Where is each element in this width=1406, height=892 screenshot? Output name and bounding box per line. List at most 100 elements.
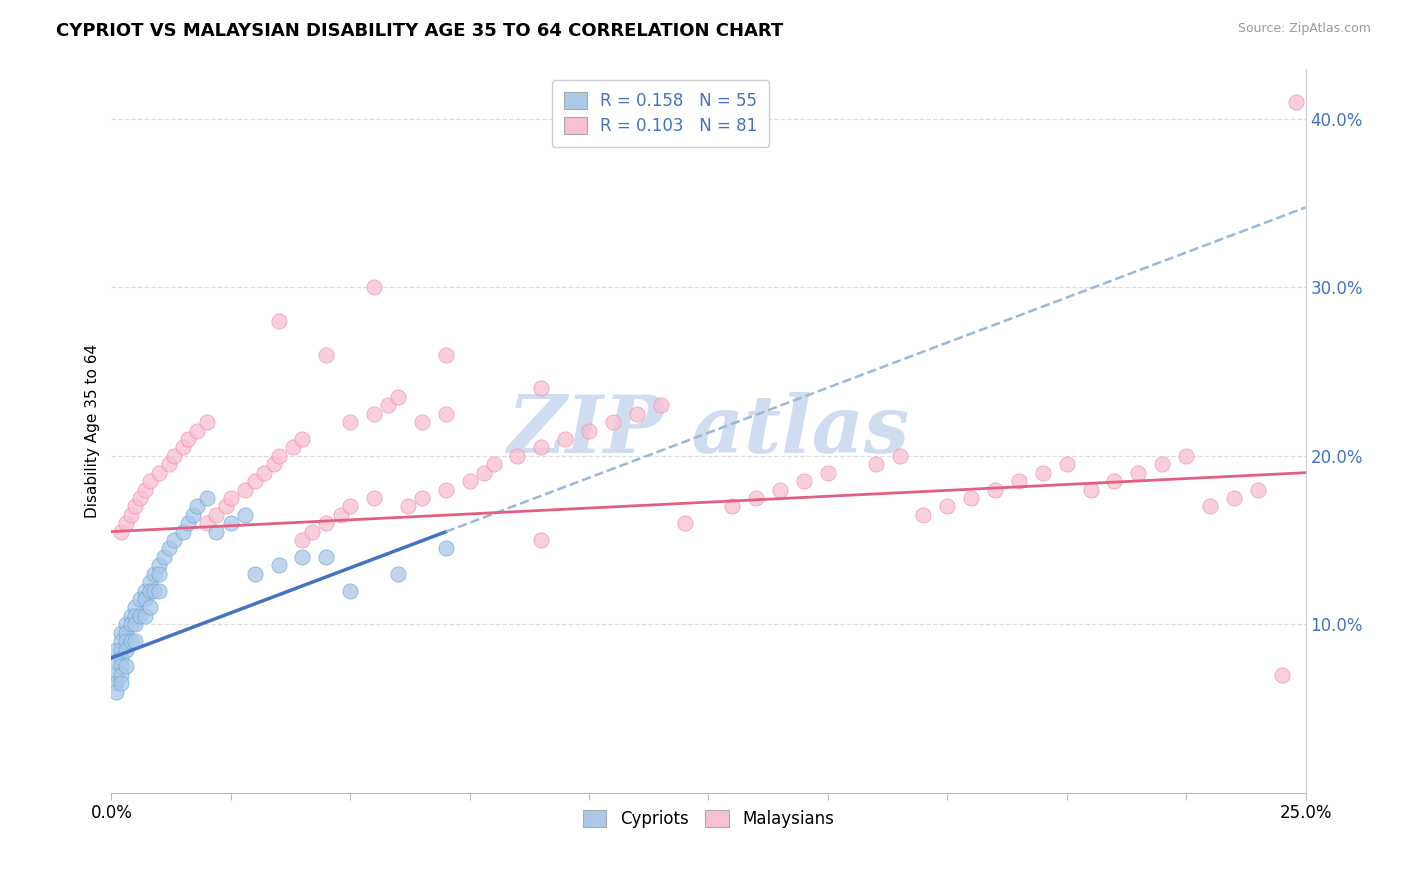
Point bbox=[650, 398, 672, 412]
Point bbox=[219, 516, 242, 531]
Point bbox=[315, 516, 337, 531]
Point bbox=[434, 348, 457, 362]
Point bbox=[124, 617, 146, 632]
Point bbox=[205, 524, 228, 539]
Point bbox=[138, 474, 160, 488]
Point bbox=[817, 466, 839, 480]
Point bbox=[153, 549, 176, 564]
Point bbox=[124, 608, 146, 623]
Point bbox=[120, 617, 142, 632]
Point bbox=[243, 566, 266, 581]
Point bbox=[960, 491, 983, 505]
Point bbox=[205, 508, 228, 522]
Point bbox=[912, 508, 935, 522]
Point bbox=[148, 558, 170, 573]
Point bbox=[1056, 457, 1078, 471]
Point bbox=[124, 500, 146, 514]
Point bbox=[281, 441, 304, 455]
Point bbox=[134, 608, 156, 623]
Point bbox=[114, 634, 136, 648]
Point bbox=[233, 508, 256, 522]
Point bbox=[157, 457, 180, 471]
Point bbox=[143, 583, 166, 598]
Point bbox=[315, 348, 337, 362]
Point bbox=[578, 424, 600, 438]
Point bbox=[434, 407, 457, 421]
Point bbox=[219, 491, 242, 505]
Point bbox=[554, 432, 576, 446]
Point bbox=[120, 634, 142, 648]
Point bbox=[936, 500, 959, 514]
Point bbox=[1271, 667, 1294, 681]
Point bbox=[114, 659, 136, 673]
Point bbox=[120, 508, 142, 522]
Point bbox=[181, 508, 204, 522]
Point bbox=[721, 500, 744, 514]
Point bbox=[114, 516, 136, 531]
Text: CYPRIOT VS MALAYSIAN DISABILITY AGE 35 TO 64 CORRELATION CHART: CYPRIOT VS MALAYSIAN DISABILITY AGE 35 T… bbox=[56, 22, 783, 40]
Point bbox=[865, 457, 887, 471]
Point bbox=[114, 625, 136, 640]
Point bbox=[984, 483, 1007, 497]
Text: ZIP atlas: ZIP atlas bbox=[508, 392, 910, 469]
Point bbox=[110, 634, 132, 648]
Point bbox=[411, 491, 433, 505]
Point bbox=[793, 474, 815, 488]
Point bbox=[148, 466, 170, 480]
Point bbox=[291, 432, 314, 446]
Point bbox=[172, 524, 194, 539]
Point bbox=[530, 441, 553, 455]
Point bbox=[105, 684, 128, 698]
Point bbox=[105, 667, 128, 681]
Point bbox=[233, 483, 256, 497]
Point bbox=[889, 449, 911, 463]
Point bbox=[745, 491, 768, 505]
Point bbox=[148, 583, 170, 598]
Point bbox=[172, 441, 194, 455]
Point bbox=[110, 676, 132, 690]
Point bbox=[530, 533, 553, 547]
Point bbox=[458, 474, 481, 488]
Point bbox=[110, 651, 132, 665]
Point bbox=[769, 483, 792, 497]
Point bbox=[1175, 449, 1198, 463]
Text: Source: ZipAtlas.com: Source: ZipAtlas.com bbox=[1237, 22, 1371, 36]
Point bbox=[1008, 474, 1031, 488]
Point bbox=[363, 491, 385, 505]
Point bbox=[339, 415, 361, 429]
Point bbox=[267, 449, 290, 463]
Point bbox=[177, 432, 200, 446]
Point bbox=[1104, 474, 1126, 488]
Point bbox=[626, 407, 648, 421]
Point bbox=[301, 524, 323, 539]
Point bbox=[1247, 483, 1270, 497]
Point bbox=[114, 617, 136, 632]
Point bbox=[110, 642, 132, 657]
Point bbox=[363, 407, 385, 421]
Point bbox=[138, 575, 160, 590]
Point bbox=[120, 608, 142, 623]
Point bbox=[263, 457, 285, 471]
Point bbox=[162, 449, 184, 463]
Point bbox=[138, 600, 160, 615]
Point bbox=[110, 625, 132, 640]
Point bbox=[177, 516, 200, 531]
Point bbox=[291, 549, 314, 564]
Point bbox=[134, 583, 156, 598]
Point bbox=[411, 415, 433, 429]
Point bbox=[267, 558, 290, 573]
Point bbox=[134, 592, 156, 607]
Point bbox=[124, 600, 146, 615]
Point bbox=[434, 541, 457, 556]
Point bbox=[253, 466, 276, 480]
Point bbox=[195, 415, 218, 429]
Point bbox=[186, 500, 208, 514]
Point bbox=[143, 566, 166, 581]
Point bbox=[363, 280, 385, 294]
Point bbox=[1199, 500, 1222, 514]
Point bbox=[129, 608, 152, 623]
Point bbox=[105, 654, 128, 668]
Point bbox=[1128, 466, 1150, 480]
Point bbox=[315, 549, 337, 564]
Point bbox=[129, 491, 152, 505]
